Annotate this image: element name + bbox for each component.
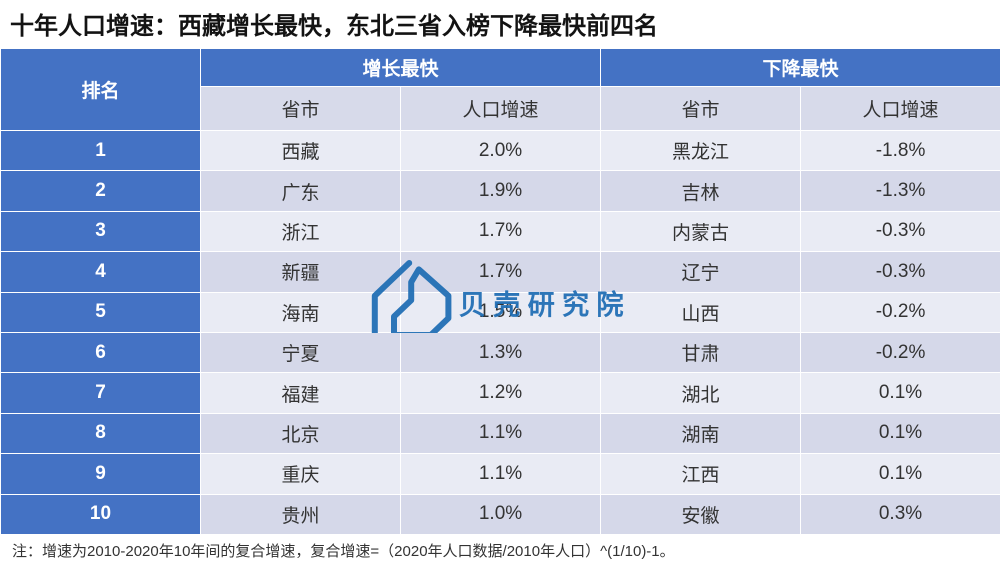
svg-text:贝壳研究院: 贝壳研究院: [459, 289, 631, 320]
